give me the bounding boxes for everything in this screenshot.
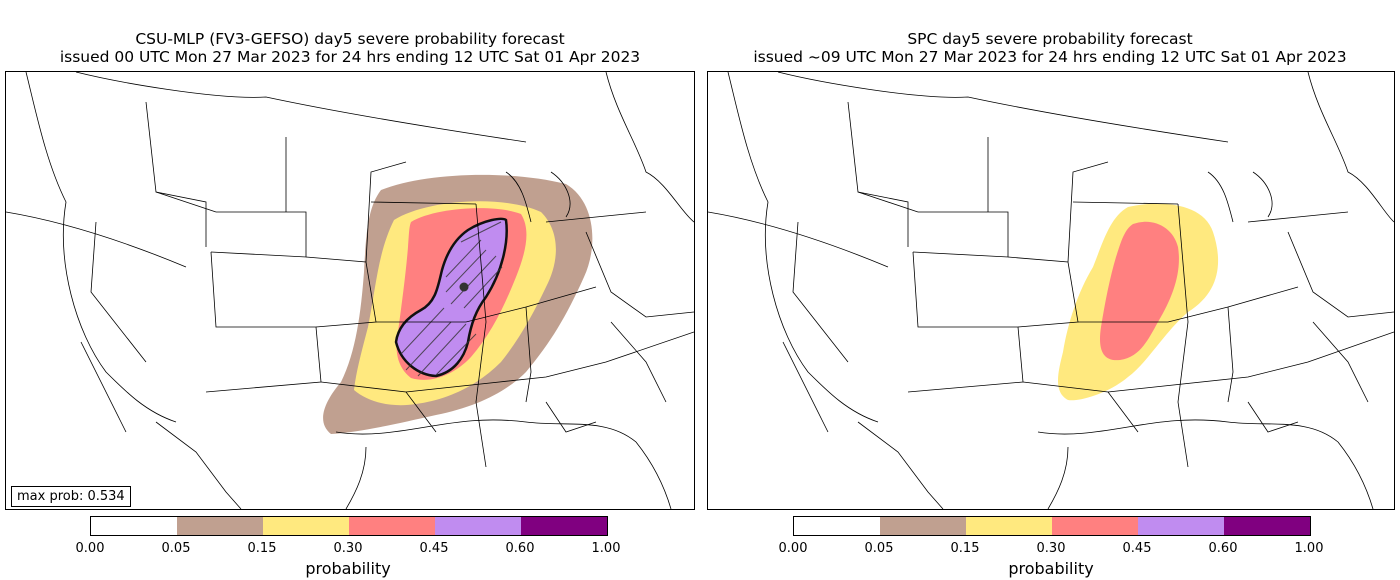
left-tick-0: 0.00 bbox=[75, 541, 105, 556]
right-map-svg bbox=[708, 72, 1394, 509]
max-prob-box: max prob: 0.534 bbox=[11, 486, 131, 507]
right-tick-4: 0.45 bbox=[1122, 541, 1152, 556]
right-colorbar-label: probability bbox=[1008, 559, 1094, 578]
left-tick-3: 0.30 bbox=[333, 541, 363, 556]
right-tick-1: 0.05 bbox=[864, 541, 894, 556]
cbar-seg-1 bbox=[880, 517, 966, 535]
right-tick-0: 0.00 bbox=[778, 541, 808, 556]
left-tick-4: 0.45 bbox=[419, 541, 449, 556]
left-tick-1: 0.05 bbox=[161, 541, 191, 556]
cbar-seg-3 bbox=[349, 517, 435, 535]
max-prob-marker bbox=[459, 282, 469, 292]
cbar-seg-3 bbox=[1052, 517, 1138, 535]
right-tick-5: 0.60 bbox=[1208, 541, 1238, 556]
right-tick-2: 0.15 bbox=[950, 541, 980, 556]
right-tick-6: 1.00 bbox=[1294, 541, 1324, 556]
left-colorbar bbox=[90, 516, 608, 536]
left-title-line1: CSU-MLP (FV3-GEFSO) day5 severe probabil… bbox=[135, 30, 565, 48]
prob-0.45-area bbox=[394, 217, 508, 378]
right-title-line2: issued ~09 UTC Mon 27 Mar 2023 for 24 hr… bbox=[753, 48, 1347, 66]
prob-0.30-area bbox=[1099, 221, 1179, 361]
left-map-svg bbox=[6, 72, 694, 509]
left-tick-2: 0.15 bbox=[247, 541, 277, 556]
left-tick-6: 1.00 bbox=[591, 541, 621, 556]
left-map: max prob: 0.534 bbox=[5, 71, 695, 510]
right-map bbox=[707, 71, 1395, 510]
right-tick-3: 0.30 bbox=[1036, 541, 1066, 556]
left-colorbar-label: probability bbox=[305, 559, 391, 578]
cbar-seg-2 bbox=[263, 517, 349, 535]
cbar-seg-0 bbox=[794, 517, 880, 535]
map-boundaries bbox=[6, 72, 694, 509]
cbar-seg-4 bbox=[435, 517, 521, 535]
map-boundaries bbox=[708, 72, 1394, 509]
cbar-seg-5 bbox=[521, 517, 607, 535]
left-tick-5: 0.60 bbox=[505, 541, 535, 556]
cbar-seg-0 bbox=[91, 517, 177, 535]
left-title-line2: issued 00 UTC Mon 27 Mar 2023 for 24 hrs… bbox=[59, 48, 641, 66]
significant-hatch bbox=[400, 221, 503, 377]
cbar-seg-1 bbox=[177, 517, 263, 535]
cbar-seg-5 bbox=[1224, 517, 1310, 535]
cbar-seg-2 bbox=[966, 517, 1052, 535]
right-colorbar bbox=[793, 516, 1311, 536]
right-title-line1: SPC day5 severe probability forecast bbox=[907, 30, 1193, 48]
cbar-seg-4 bbox=[1138, 517, 1224, 535]
